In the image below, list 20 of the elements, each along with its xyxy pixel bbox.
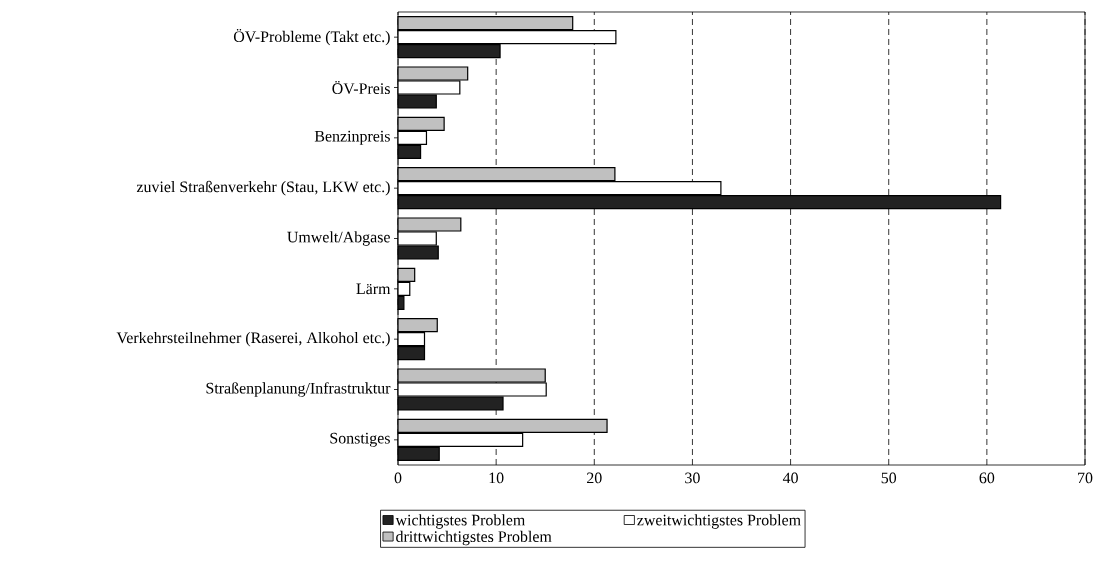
y-tick-label: ÖV-Preis <box>332 80 390 95</box>
legend-label: wichtigstes Problem <box>395 514 526 529</box>
x-tick-label: 10 <box>489 472 504 484</box>
x-tick-label: 60 <box>979 472 995 484</box>
y-tick-label: Umwelt/Abgase <box>287 231 390 246</box>
y-tick-label: Verkehrsteilnehmer (Raserei, Alkohol etc.) <box>116 331 390 347</box>
x-tick-label: 20 <box>587 472 602 484</box>
x-tick-label: 0 <box>394 472 402 484</box>
legend-label: drittwichtigstes Problem <box>396 530 552 546</box>
y-tick-label: Benzinpreis <box>314 130 390 145</box>
x-tick-label: 30 <box>685 472 700 484</box>
y-tick-label: Straßenplanung/Infrastruktur <box>206 382 391 397</box>
x-tick-label: 40 <box>782 472 798 484</box>
x-tick-label: 50 <box>881 472 897 484</box>
y-tick-label: ÖV-Probleme (Takt etc.) <box>233 29 390 46</box>
y-tick-label: Lärm <box>356 283 391 295</box>
y-tick-label: Sonstiges <box>330 432 390 447</box>
y-tick-label: zuviel Straßenverkehr (Stau, LKW etc.) <box>136 180 390 196</box>
x-tick-label: 70 <box>1078 472 1093 484</box>
legend-label: zweitwichtigstes Problem <box>637 514 801 529</box>
